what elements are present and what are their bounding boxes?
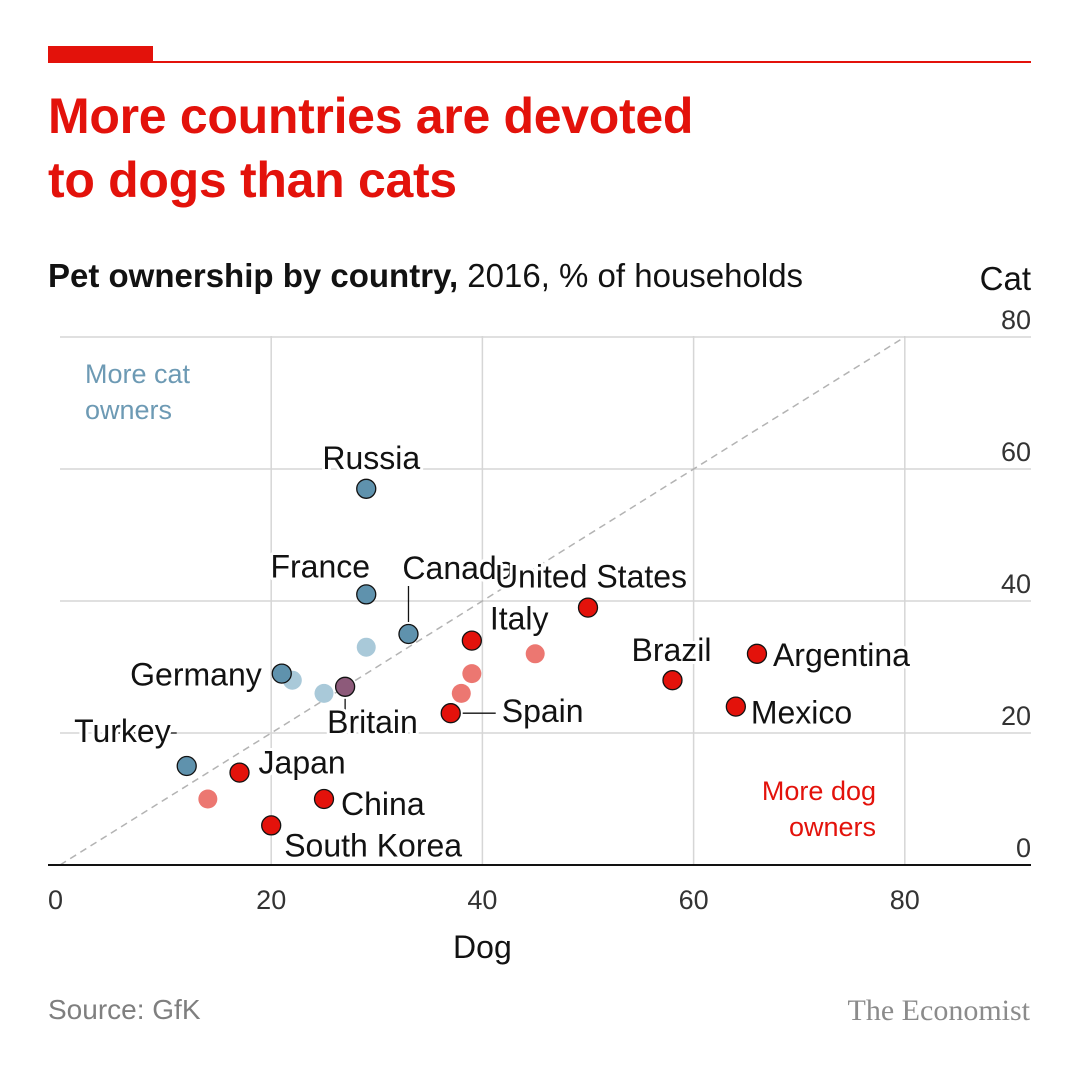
y-tick-0: 0 xyxy=(1016,833,1031,863)
subtitle-rest: 2016, % of households xyxy=(458,257,804,294)
x-tick-0: 0 xyxy=(48,885,63,915)
y-tick-60: 60 xyxy=(1001,437,1031,467)
x-axis-label: Dog xyxy=(453,929,512,965)
data-points xyxy=(176,478,768,836)
y-tick-80: 80 xyxy=(1001,305,1031,335)
label-germany: Germany xyxy=(130,657,262,693)
point-unlabeled xyxy=(314,683,334,703)
annotation-line: More cat xyxy=(85,359,191,389)
annotation-line: owners xyxy=(85,395,172,425)
label-italy: Italy xyxy=(490,601,549,637)
point-japan xyxy=(229,762,250,783)
point-france xyxy=(356,584,377,605)
x-tick-40: 40 xyxy=(467,885,497,915)
brand-logo: The Economist xyxy=(847,994,1030,1027)
header-red-tag xyxy=(48,46,153,63)
point-unlabeled xyxy=(451,683,471,703)
y-axis-label: Cat xyxy=(980,260,1031,297)
point-germany xyxy=(271,663,292,684)
point-canada xyxy=(398,623,419,645)
label-britain: Britain xyxy=(327,704,418,740)
x-tick-labels: 0 20 40 60 80 xyxy=(48,885,920,915)
label-france: France xyxy=(270,548,370,584)
source-note: Source: GfK xyxy=(48,994,201,1025)
annotation-line: More dog xyxy=(762,776,876,806)
label-leader-lines xyxy=(116,586,496,734)
point-united-states xyxy=(577,597,599,618)
label-south-korea: South Korea xyxy=(284,827,462,863)
x-tick-20: 20 xyxy=(256,885,286,915)
annotation-more-dog: More dog owners xyxy=(762,776,876,842)
annotation-more-cat: More cat owners xyxy=(85,359,191,425)
point-argentina xyxy=(746,643,768,664)
annotation-line: owners xyxy=(789,812,876,842)
y-tick-40: 40 xyxy=(1001,569,1031,599)
diagonal-reference-line xyxy=(59,336,906,866)
point-unlabeled xyxy=(525,644,545,664)
point-labels: Russia France Canada Germany Turkey Britain It… xyxy=(71,437,913,867)
point-china xyxy=(313,788,335,810)
point-brazil xyxy=(662,670,683,691)
point-turkey xyxy=(176,755,197,777)
label-spain: Spain xyxy=(502,693,584,729)
label-japan: Japan xyxy=(259,745,346,781)
label-united-states: United States xyxy=(495,559,687,595)
label-mexico: Mexico xyxy=(751,695,852,731)
label-china: China xyxy=(341,786,425,822)
point-unlabeled xyxy=(356,637,376,657)
point-unlabeled xyxy=(198,789,218,809)
label-russia: Russia xyxy=(322,440,420,476)
x-tick-80: 80 xyxy=(890,885,920,915)
y-tick-20: 20 xyxy=(1001,701,1031,731)
header-rule xyxy=(48,61,1031,63)
point-italy xyxy=(461,630,482,651)
label-canada: Canada xyxy=(402,550,514,586)
chart-headline: More countries are devoted to dogs than … xyxy=(48,88,694,208)
point-mexico xyxy=(725,696,746,717)
label-argentina: Argentina xyxy=(773,637,910,673)
point-spain xyxy=(440,703,461,724)
point-south-korea xyxy=(261,815,282,836)
point-russia xyxy=(356,478,377,499)
label-turkey: Turkey xyxy=(74,713,171,749)
subtitle-bold: Pet ownership by country, xyxy=(48,257,459,294)
point-britain xyxy=(334,676,356,697)
label-brazil: Brazil xyxy=(631,632,711,668)
y-tick-labels: 0 20 40 60 80 xyxy=(1001,305,1031,863)
chart-subtitle: Pet ownership by country, 2016, % of hou… xyxy=(48,257,803,295)
x-tick-60: 60 xyxy=(679,885,709,915)
point-unlabeled xyxy=(462,664,482,684)
